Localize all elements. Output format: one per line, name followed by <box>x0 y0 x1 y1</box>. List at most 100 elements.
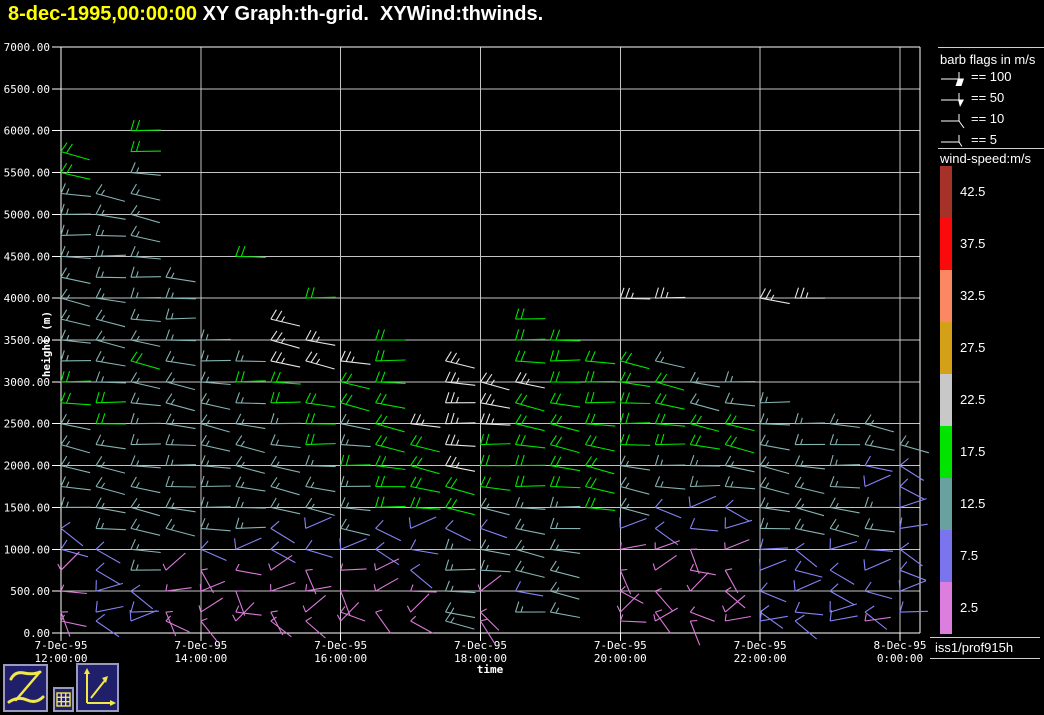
wind-barb <box>445 476 475 496</box>
wind-barb <box>57 551 80 571</box>
wind-barb <box>619 585 644 604</box>
wind-barb <box>60 162 91 180</box>
wind-barb <box>95 434 126 450</box>
wind-barb <box>200 393 231 410</box>
colorbar-segment <box>940 270 952 322</box>
y-tick-label: 6500.00 <box>4 83 50 96</box>
wind-barb <box>95 371 126 384</box>
wind-barb <box>200 350 231 362</box>
wind-barb <box>165 267 196 283</box>
y-tick-label: 2000.00 <box>4 460 50 473</box>
wind-barb <box>165 584 192 592</box>
wind-barb <box>829 454 861 467</box>
y-tick-label: 4000.00 <box>4 292 50 305</box>
wind-barb <box>899 435 930 454</box>
wind-barb <box>375 350 406 362</box>
wind-barb <box>200 568 214 594</box>
colorbar-label: 12.5 <box>960 496 986 511</box>
wind-barb <box>235 245 266 258</box>
wind-barb <box>95 245 126 257</box>
wind-barb <box>235 370 266 383</box>
wind-barb <box>689 475 721 488</box>
wind-barb <box>162 552 186 571</box>
wind-barb <box>654 587 673 612</box>
wind-barb <box>375 435 405 453</box>
xy-graph-tool-button[interactable] <box>76 663 119 712</box>
wind-barb <box>477 574 502 592</box>
wind-barb <box>165 610 177 637</box>
wind-barb <box>444 580 476 594</box>
wind-barb <box>724 586 746 609</box>
x-tick-time: 20:00:00 <box>594 652 647 665</box>
wind-barb <box>60 614 87 627</box>
wind-barb <box>445 455 476 472</box>
wind-barb <box>549 496 581 508</box>
title-bar: 8-dec-1995,00:00:00 XY Graph:th-grid. XY… <box>8 3 543 26</box>
wind-barb <box>724 568 739 594</box>
y-tick-label: 3500.00 <box>4 334 50 347</box>
wind-barb <box>340 518 371 536</box>
x-axis-label: time <box>476 663 504 676</box>
wind-barb <box>305 539 333 558</box>
wind-barb <box>305 497 335 516</box>
wind-barb <box>408 516 437 529</box>
wind-barb <box>95 580 124 592</box>
wind-barb <box>200 455 231 469</box>
colorbar-segment <box>940 218 952 270</box>
wind-barb <box>270 351 301 368</box>
wind-barb <box>514 308 546 320</box>
wind-barb <box>305 584 332 592</box>
wind-barb <box>794 497 825 517</box>
wind-barb <box>198 597 223 613</box>
wind-barb <box>235 590 246 616</box>
barb-5-icon <box>941 134 963 147</box>
wind-barb <box>60 521 84 547</box>
wind-barb <box>689 414 720 432</box>
wind-barb <box>95 613 120 638</box>
wind-barb <box>480 497 510 516</box>
wind-barb <box>759 605 784 629</box>
wind-barb <box>130 308 161 323</box>
wind-barb <box>584 413 616 427</box>
y-tick-label: 500.00 <box>10 585 50 598</box>
wind-barb <box>829 434 861 446</box>
x-tick-time: 18:00:00 <box>454 652 507 665</box>
wind-barb <box>235 605 262 616</box>
wind-barb <box>340 413 371 431</box>
wind-barb <box>60 413 91 431</box>
wind-barb <box>95 266 127 279</box>
wind-barb <box>724 539 750 550</box>
wind-barb <box>305 351 335 370</box>
wind-barb <box>899 561 927 581</box>
wind-barb <box>654 413 686 427</box>
wind-barb <box>130 266 161 278</box>
wind-barb <box>270 581 296 592</box>
wind-barb <box>794 614 817 640</box>
wind-barb <box>863 474 891 488</box>
x-tick-date: 7-Dec-95 <box>314 639 367 652</box>
flag-legend-label: == 5 <box>971 132 998 147</box>
wind-barb <box>165 329 196 342</box>
wind-barb <box>898 580 927 592</box>
wind-barb <box>515 581 544 597</box>
grid-tool-button[interactable] <box>53 687 74 712</box>
wind-barb <box>480 519 508 539</box>
wind-barb <box>60 539 89 558</box>
wind-barb <box>619 371 651 388</box>
wind-barb <box>899 478 926 500</box>
wind-barb <box>480 372 510 391</box>
wind-barb <box>515 560 545 578</box>
wind-barb <box>794 476 825 495</box>
colorbar-segment <box>940 426 952 478</box>
wind-barb <box>619 476 650 495</box>
wind-barb <box>130 245 161 260</box>
zebra-logo-button[interactable] <box>3 664 48 712</box>
wind-barb <box>95 413 127 425</box>
wind-barb <box>759 392 791 404</box>
wind-barb <box>549 455 581 472</box>
wind-barb <box>759 497 790 513</box>
wind-barb <box>619 434 651 446</box>
wind-barb <box>270 434 301 449</box>
wind-barb <box>515 518 546 535</box>
wind-barb <box>410 584 437 593</box>
